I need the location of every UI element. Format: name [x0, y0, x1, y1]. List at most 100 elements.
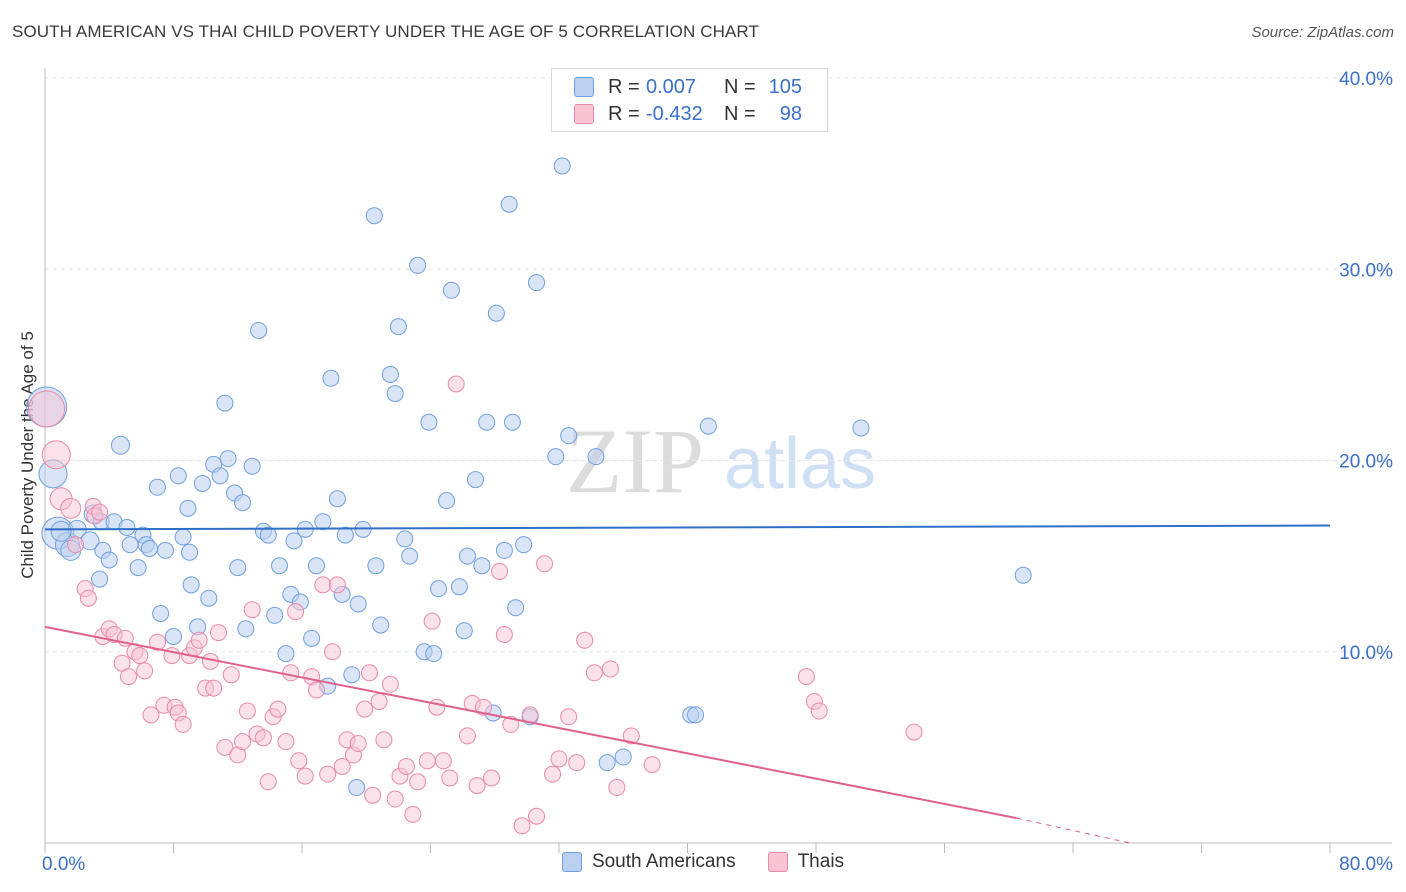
data-point-thai — [174, 715, 192, 733]
data-point-south-american — [386, 385, 404, 403]
bottom-legend-swatch-blue — [561, 852, 582, 872]
data-point-thai — [254, 729, 272, 747]
data-point-thai — [243, 601, 261, 619]
data-point-thai — [458, 727, 476, 745]
bottom-legend-south-americans: South Americans — [561, 851, 736, 873]
data-point-south-american — [314, 513, 332, 531]
data-point-thai — [381, 675, 399, 693]
data-point-thai — [797, 668, 815, 686]
data-point-south-american — [389, 318, 407, 336]
data-point-south-american — [503, 413, 521, 431]
y-tick-label: 20.0% — [1339, 452, 1393, 473]
data-point-south-american — [179, 499, 197, 517]
legend-row-south-americans: R = 0.007 N = 105 — [574, 74, 802, 100]
data-point-thai — [418, 752, 436, 770]
data-point-thai — [349, 735, 367, 753]
data-point-south-american — [285, 532, 303, 550]
data-point-south-american — [852, 419, 870, 437]
data-point-south-american — [547, 448, 565, 466]
data-point-thai — [91, 503, 109, 521]
data-point-south-american — [450, 578, 468, 596]
data-point-south-american — [193, 474, 211, 492]
data-point-thai — [601, 660, 619, 678]
data-point-thai — [360, 664, 378, 682]
data-point-thai — [475, 698, 493, 716]
data-point-thai — [491, 562, 509, 580]
data-point-south-american — [500, 195, 518, 213]
data-point-thai — [259, 773, 277, 791]
data-point-thai — [483, 769, 501, 787]
data-point-thai — [409, 773, 427, 791]
data-point-south-american — [148, 478, 166, 496]
data-point-south-american — [259, 526, 277, 544]
data-point-thai — [307, 681, 325, 699]
data-point-south-american — [381, 365, 399, 383]
legend-swatch-pink — [574, 104, 594, 124]
bottom-legend: South Americans Thais — [0, 851, 1406, 873]
data-point-south-american — [455, 622, 473, 640]
legend-n-label: N = — [724, 102, 756, 125]
series-south-americans — [26, 157, 1032, 797]
watermark-zip: ZIP — [566, 410, 704, 512]
data-point-thai — [370, 692, 388, 710]
data-point-south-american — [687, 706, 705, 724]
x-tick-label: 0.0% — [42, 854, 85, 875]
data-point-thai — [386, 790, 404, 808]
data-point-south-american — [118, 518, 136, 536]
legend-r-value: 0.007 — [646, 75, 697, 98]
data-point-south-american — [478, 413, 496, 431]
trend-line-south-americans — [44, 524, 1331, 531]
y-tick-label: 10.0% — [1339, 643, 1393, 664]
data-point-thai — [356, 700, 374, 718]
data-point-thai — [120, 668, 138, 686]
data-point-thai — [397, 758, 415, 775]
data-point-south-american — [1014, 566, 1032, 584]
data-point-south-american — [507, 599, 525, 617]
data-point-south-american — [165, 627, 182, 645]
data-point-south-american — [182, 576, 200, 594]
source-label: Source: ZipAtlas.com — [1251, 24, 1394, 41]
data-point-south-american — [169, 467, 187, 485]
trend-line-thais — [44, 625, 1017, 820]
data-point-thai — [209, 624, 227, 642]
data-point-thai — [79, 589, 97, 607]
data-point-thai — [41, 440, 71, 470]
data-point-thai — [290, 752, 308, 770]
data-point-south-american — [425, 645, 443, 663]
data-point-south-american — [216, 394, 234, 412]
data-point-thai — [319, 765, 337, 783]
data-point-south-american — [495, 541, 513, 559]
legend: R = 0.007 N = 105 R = -0.432 N = 98 — [551, 68, 828, 132]
data-point-south-american — [348, 779, 366, 797]
data-point-thai — [234, 733, 252, 751]
bottom-legend-thais: Thais — [767, 851, 844, 873]
data-point-south-american — [266, 606, 284, 624]
data-point-south-american — [277, 645, 295, 663]
chart-title: SOUTH AMERICAN VS THAI CHILD POVERTY UND… — [12, 22, 759, 41]
data-point-south-american — [234, 494, 252, 512]
data-point-thai — [441, 769, 459, 787]
data-point-thai — [434, 752, 452, 770]
data-point-thai — [216, 738, 234, 756]
data-point-thai — [550, 750, 568, 768]
data-point-south-american — [438, 492, 456, 510]
data-point-south-american — [343, 666, 361, 684]
data-point-thai — [536, 555, 554, 573]
data-point-thai — [375, 731, 393, 749]
legend-r-value: -0.432 — [646, 102, 703, 125]
data-point-south-american — [560, 427, 578, 445]
data-point-thai — [364, 786, 382, 804]
data-point-south-american — [156, 541, 174, 559]
data-point-thai — [142, 706, 160, 724]
data-point-thai — [287, 603, 305, 621]
data-point-south-american — [243, 457, 261, 475]
data-point-thai — [528, 807, 546, 825]
data-point-thai — [447, 375, 465, 393]
data-point-south-american — [237, 620, 255, 638]
y-tick-label: 40.0% — [1339, 69, 1393, 90]
data-point-south-american — [100, 551, 118, 569]
data-point-thai — [205, 679, 223, 697]
data-point-south-american — [458, 547, 476, 565]
data-point-south-american — [614, 748, 632, 766]
data-point-thai — [60, 497, 82, 519]
